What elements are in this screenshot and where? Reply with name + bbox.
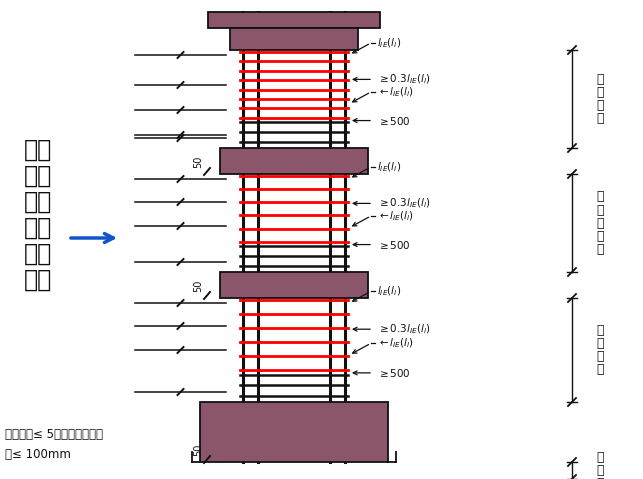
Text: $l_{IE}(l_l)$: $l_{IE}(l_l)$ xyxy=(377,160,401,174)
Text: 层: 层 xyxy=(596,350,604,363)
Text: 连接: 连接 xyxy=(24,190,52,214)
Bar xyxy=(220,272,368,298)
Text: 50: 50 xyxy=(193,156,203,168)
Text: 筋的: 筋的 xyxy=(24,242,52,266)
Text: $\geq$0.3$l_{IE}(l_l)$: $\geq$0.3$l_{IE}(l_l)$ xyxy=(377,196,431,210)
Text: 中: 中 xyxy=(596,191,604,204)
Text: $\geq$0.3$l_{IE}(l_l)$: $\geq$0.3$l_{IE}(l_l)$ xyxy=(377,73,431,86)
Text: 间: 间 xyxy=(596,204,604,217)
Text: 高: 高 xyxy=(596,363,604,376)
Text: 且≤ 100mm: 且≤ 100mm xyxy=(5,448,71,461)
Text: 50: 50 xyxy=(193,280,203,292)
Text: $\geq$0.3$l_{IE}(l_l)$: $\geq$0.3$l_{IE}(l_l)$ xyxy=(377,322,431,336)
Bar xyxy=(200,402,388,462)
Text: $\leftarrow l_{IE}(l_l)$: $\leftarrow l_{IE}(l_l)$ xyxy=(377,336,414,350)
Bar xyxy=(220,148,368,174)
Text: $\geq$500: $\geq$500 xyxy=(377,367,411,379)
Text: 高: 高 xyxy=(596,242,604,255)
Text: 层: 层 xyxy=(596,217,604,229)
Bar xyxy=(208,12,380,28)
Text: $l_{IE}(l_l)$: $l_{IE}(l_l)$ xyxy=(377,285,401,298)
Text: $l_{IE}(l_l)$: $l_{IE}(l_l)$ xyxy=(377,36,401,50)
Text: 首: 首 xyxy=(596,324,604,337)
Text: 层: 层 xyxy=(596,99,604,112)
Text: 时箍: 时箍 xyxy=(24,216,52,240)
Text: 绑扎: 绑扎 xyxy=(24,164,52,188)
Text: 设置: 设置 xyxy=(24,268,52,292)
Bar xyxy=(230,28,358,50)
Text: 箍筋间距≤ 5倍纵筋最小直径: 箍筋间距≤ 5倍纵筋最小直径 xyxy=(5,428,103,441)
Text: 50: 50 xyxy=(193,444,203,456)
Text: $\leftarrow l_{IE}(l_l)$: $\leftarrow l_{IE}(l_l)$ xyxy=(377,85,414,99)
Text: 础: 础 xyxy=(596,464,604,477)
Text: 纵筋: 纵筋 xyxy=(24,138,52,162)
Text: $\geq$500: $\geq$500 xyxy=(377,239,411,251)
Text: 层: 层 xyxy=(596,229,604,242)
Text: 高: 高 xyxy=(596,477,604,479)
Text: 基: 基 xyxy=(596,451,604,464)
Text: 顶: 顶 xyxy=(596,73,604,86)
Text: 高: 高 xyxy=(596,112,604,125)
Text: 层: 层 xyxy=(596,86,604,99)
Text: $\leftarrow l_{IE}(l_l)$: $\leftarrow l_{IE}(l_l)$ xyxy=(377,209,414,223)
Text: $\geq$500: $\geq$500 xyxy=(377,114,411,126)
Text: 层: 层 xyxy=(596,337,604,350)
